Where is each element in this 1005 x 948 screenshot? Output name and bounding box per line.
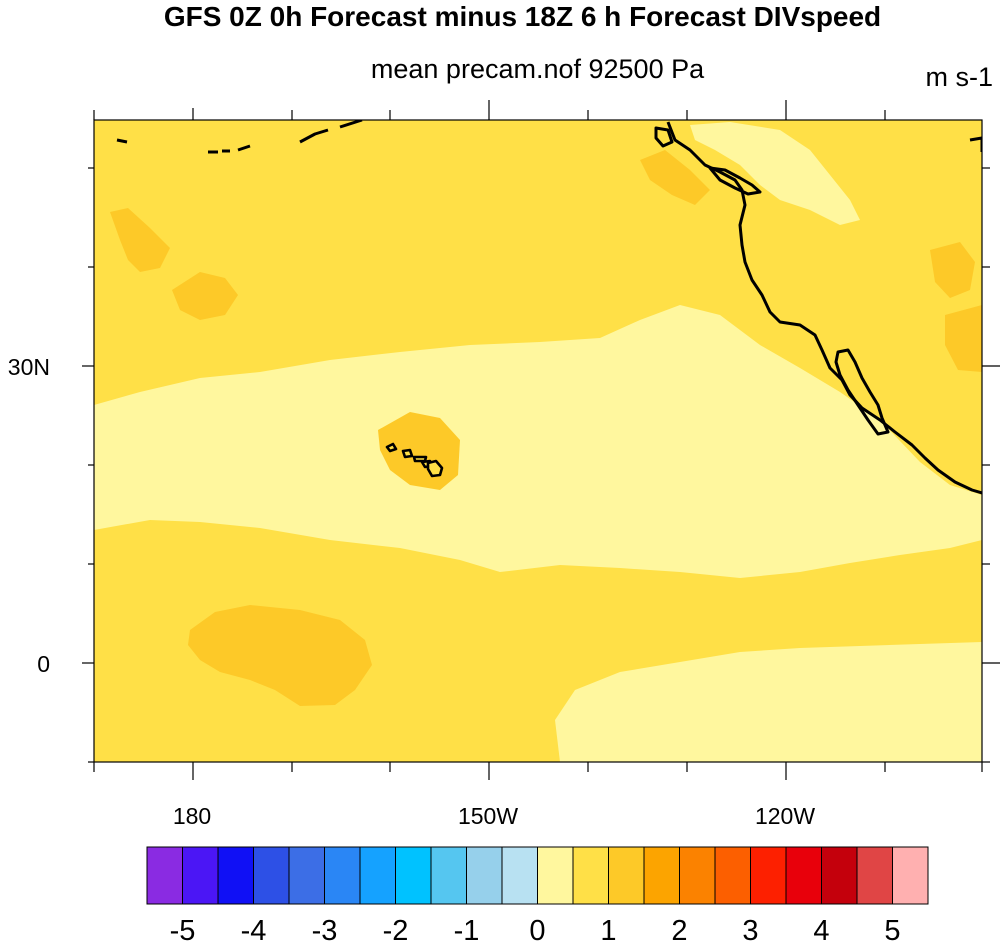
colorbar-swatch-19: [821, 846, 858, 905]
colorbar-swatch-10: [501, 846, 538, 905]
west-coast-north-america: [666, 121, 982, 495]
darker-patch-east: [930, 242, 975, 298]
colorbar-swatch-7: [395, 846, 432, 905]
colorbar-swatch-4: [288, 846, 325, 905]
colorbar-swatch-17: [750, 846, 787, 905]
colorbar-swatch-3: [253, 846, 290, 905]
colorbar-label: 3: [742, 915, 759, 947]
colorbar-label: 4: [813, 915, 830, 947]
units-label: m s-1: [925, 62, 994, 92]
bc-coast: [654, 126, 674, 148]
darker-patch-southwest: [188, 605, 372, 706]
colorbar-swatch-8: [430, 846, 467, 905]
coastlines: [116, 120, 982, 495]
colorbar-swatch-16: [714, 846, 751, 905]
northeast-corner-coast: [969, 136, 982, 152]
axis-ticks: [82, 100, 1000, 780]
colorbar-label: 0: [529, 915, 546, 947]
colorbar-label: 1: [600, 915, 617, 947]
baja-gulf: [834, 348, 890, 436]
island-oahu: [401, 448, 414, 459]
darker-patch-north-1: [110, 208, 170, 272]
colorbar-swatch-14: [643, 846, 680, 905]
island-big-island: [426, 459, 444, 478]
colorbar-swatch-2: [217, 846, 254, 905]
colorbar-swatch-0: [146, 846, 183, 905]
colorbar-label: -3: [311, 915, 338, 947]
island-molokai: [412, 455, 428, 463]
darker-patch-coast: [640, 150, 710, 205]
aleutian-2: [339, 120, 363, 129]
colorbar-swatch-9: [466, 846, 503, 905]
light-patch-northeast: [690, 122, 860, 225]
colorbar-swatch-15: [679, 846, 716, 905]
lon-label-150w: 150W: [457, 803, 519, 829]
colorbar: [146, 846, 929, 905]
aleutian-1: [299, 128, 329, 144]
colorbar-label: -1: [453, 915, 480, 947]
darker-patch-east-2: [945, 305, 982, 372]
colorbar-label: -2: [382, 915, 409, 947]
colorbar-label: 5: [884, 915, 901, 947]
lat-label-30n: 30N: [7, 354, 50, 380]
chart-title: GFS 0Z 0h Forecast minus 18Z 6 h Forecas…: [163, 1, 882, 32]
colorbar-swatch-6: [359, 846, 396, 905]
chart-subtitle: mean precam.nof 92500 Pa: [370, 54, 705, 84]
colorbar-swatch-21: [892, 846, 929, 905]
colorbar-label: -4: [240, 915, 267, 947]
puget-sound: [708, 166, 762, 196]
colorbar-swatch-11: [537, 846, 574, 905]
colorbar-swatch-12: [572, 846, 609, 905]
lon-label-120w: 120W: [754, 803, 816, 829]
lon-label-180: 180: [172, 803, 212, 829]
island-kauai: [385, 442, 398, 453]
hawaiian-islands: [385, 442, 444, 478]
light-region-southeast: [555, 642, 982, 762]
colorbar-swatch-13: [608, 846, 645, 905]
contour-field: [94, 120, 982, 762]
colorbar-swatch-1: [182, 846, 219, 905]
colorbar-label: 2: [671, 915, 688, 947]
aleutian-5: [237, 144, 251, 152]
lat-label-0: 0: [37, 651, 50, 677]
light-band-central: [94, 305, 982, 578]
darker-patch-north-2: [172, 272, 238, 320]
colorbar-swatch-18: [785, 846, 822, 905]
map-frame: [93, 119, 983, 763]
colorbar-label: -5: [169, 915, 196, 947]
aleutian-6: [116, 138, 128, 144]
colorbar-swatch-20: [856, 846, 893, 905]
colorbar-swatch-5: [324, 846, 361, 905]
